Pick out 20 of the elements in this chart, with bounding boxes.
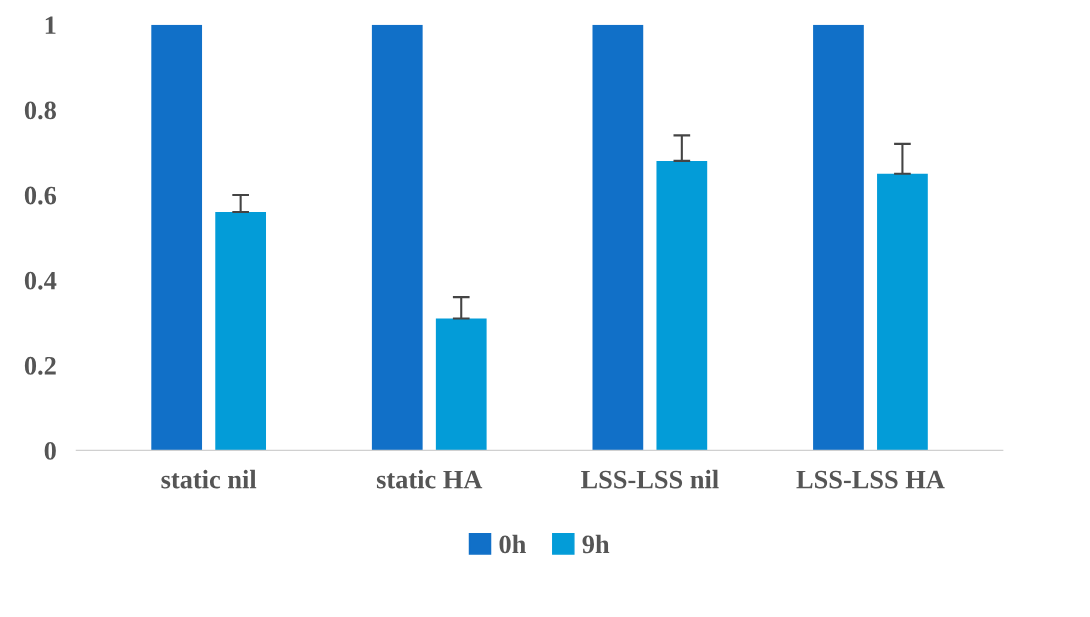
legend-label: 9h (582, 534, 610, 554)
y-tick-label: 0.4 (24, 271, 57, 290)
bar (813, 24, 864, 451)
y-tick-label: 0.8 (24, 101, 56, 120)
x-tick-label: LSS-LSS HA (796, 470, 945, 489)
bar (371, 24, 423, 451)
legend-label: 0h (499, 534, 526, 554)
bar (592, 24, 644, 451)
bar (435, 318, 487, 451)
bar (151, 24, 203, 451)
y-tick-label: 0.6 (24, 186, 57, 205)
y-tick-label: 0.2 (24, 356, 56, 375)
bar (215, 212, 267, 451)
x-tick-label: LSS-LSS nil (580, 469, 719, 489)
x-tick-label: static HA (376, 469, 483, 489)
y-tick-label: 1 (45, 16, 56, 34)
x-tick-label: static nil (161, 469, 257, 489)
bar (656, 160, 708, 451)
y-tick-label: 0 (44, 442, 56, 460)
bar (877, 173, 928, 451)
